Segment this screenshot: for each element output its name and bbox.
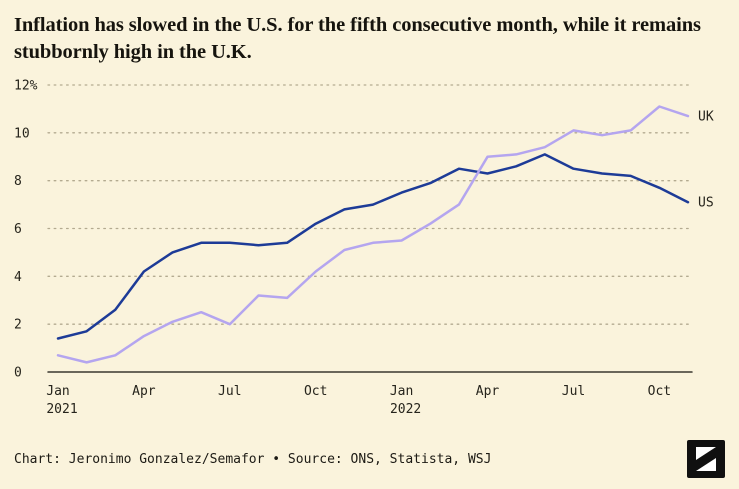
y-tick-label: 8 — [14, 174, 22, 189]
y-tick-label: 12% — [14, 79, 38, 94]
series-label-uk: UK — [698, 110, 714, 125]
credit-line: Chart: Jeronimo Gonzalez/Semafor • Sourc… — [14, 451, 492, 467]
x-tick-label: Jul — [562, 384, 585, 399]
chart-area: 0 2 4 6 8 10 12% Jan 2021 Apr Jul Oct Jan 2022 Apr Jul O… — [0, 67, 739, 423]
inflation-line-chart: 0 2 4 6 8 10 12% Jan 2021 Apr Jul Oct Jan 2022 Apr Jul O… — [14, 79, 714, 418]
y-tick-label: 2 — [14, 318, 22, 333]
x-tick-label: Apr — [132, 384, 156, 399]
series-line-us — [56, 153, 690, 341]
x-tick-label: Jan — [46, 384, 69, 399]
semafor-logo-icon — [696, 447, 716, 471]
x-tick-label: Oct — [304, 384, 327, 399]
series-label-us: US — [698, 196, 714, 211]
x-tick-label: Apr — [476, 384, 500, 399]
x-tick-year-label: 2021 — [46, 402, 77, 417]
x-tick-label: Jul — [218, 384, 241, 399]
chart-title: Inflation has slowed in the U.S. for the… — [14, 14, 701, 63]
x-tick-label: Jan — [390, 384, 413, 399]
y-tick-label: 4 — [14, 270, 22, 285]
y-tick-label: 10 — [14, 127, 30, 142]
chart-footer: Chart: Jeronimo Gonzalez/Semafor • Sourc… — [0, 440, 739, 489]
y-tick-label: 6 — [14, 222, 22, 237]
series-line-uk — [56, 105, 690, 364]
x-tick-year-label: 2022 — [390, 402, 421, 417]
y-tick-label: 0 — [14, 366, 22, 381]
x-tick-label: Oct — [648, 384, 671, 399]
semafor-logo — [687, 440, 725, 478]
